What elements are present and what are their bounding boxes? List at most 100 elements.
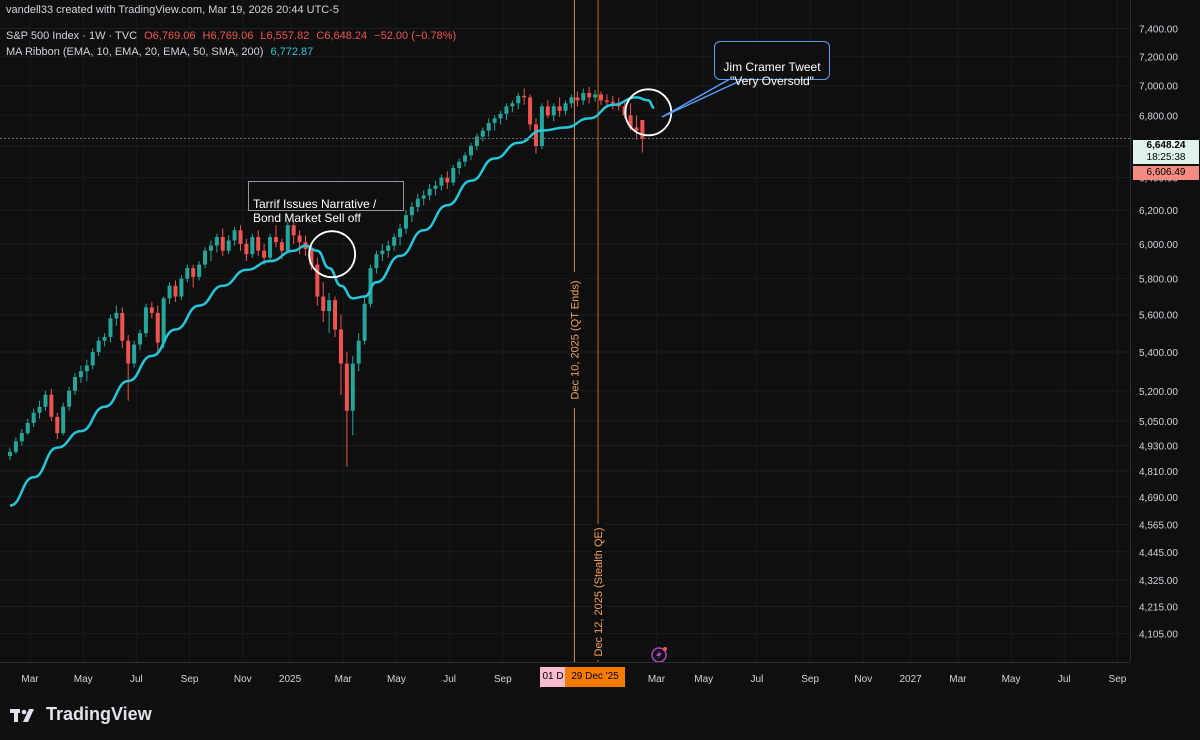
- candle-body: [510, 103, 515, 107]
- y-tick-label: 4,215.00: [1139, 602, 1178, 613]
- candle-body: [126, 340, 131, 364]
- y-tick-label: 4,930.00: [1139, 442, 1178, 453]
- x-tick-label: Nov: [854, 674, 872, 685]
- candle-body: [108, 318, 113, 337]
- y-tick-label: 6,200.00: [1139, 206, 1178, 217]
- y-tick-label: 5,050.00: [1139, 417, 1178, 428]
- candle-body: [203, 250, 208, 265]
- candle-body: [492, 118, 497, 123]
- candle-body: [374, 254, 379, 269]
- candle-body: [333, 300, 338, 330]
- candle-body: [486, 122, 491, 131]
- x-tick-label: 2027: [899, 674, 922, 685]
- x-tick-label: Mar: [648, 674, 666, 685]
- candle-body: [392, 237, 397, 246]
- candle-body: [90, 352, 95, 366]
- chart-pane[interactable]: Dec 10, 2025 (QT Ends) Dec 12, 2025 (Stea…: [0, 0, 1130, 663]
- alert-icon[interactable]: [651, 647, 667, 663]
- event-lines: [568, 0, 605, 662]
- candle-body: [226, 240, 231, 251]
- candle-body: [161, 298, 166, 343]
- cramer-callout[interactable]: Jim Cramer Tweet "Very Oversold": [714, 41, 830, 88]
- candle-body: [31, 412, 36, 423]
- candle-body: [49, 394, 54, 417]
- candles: [8, 87, 645, 467]
- attribution-text: vandell33 created with TradingView.com, …: [6, 4, 340, 16]
- candle-body: [634, 127, 639, 131]
- candle-body: [350, 363, 355, 411]
- y-tick-label: 4,105.00: [1139, 630, 1178, 641]
- tariff-circle: [308, 230, 356, 279]
- x-tick-label: Jul: [751, 674, 764, 685]
- tariff-annotation-text: Tarrif Issues Narrative / Bond Market Se…: [253, 197, 377, 225]
- candle-body: [533, 124, 538, 146]
- candle-body: [185, 268, 190, 279]
- tradingview-logo-icon: [10, 708, 34, 722]
- candle-body: [256, 237, 261, 251]
- indicator-value: 6,772.87: [270, 46, 314, 58]
- tradingview-logo[interactable]: TradingView: [10, 704, 152, 725]
- candle-body: [78, 371, 83, 378]
- x-tick-label: Sep: [494, 674, 512, 685]
- candle-body: [309, 249, 314, 265]
- candle-body: [19, 433, 24, 442]
- footer: TradingView: [0, 692, 1200, 740]
- time-axis[interactable]: Mar May Jul Sep Nov 2025 Mar May Jul Sep Mar May Jul…: [0, 662, 1130, 693]
- candle-body: [214, 237, 219, 246]
- candle-body: [640, 120, 645, 139]
- candle-body: [528, 97, 533, 125]
- candle-body: [610, 101, 615, 104]
- candle-body: [132, 344, 137, 364]
- x-tick-label: Jul: [443, 674, 456, 685]
- candle-body: [61, 406, 66, 434]
- candle-body: [143, 307, 148, 334]
- candle-body: [149, 307, 154, 313]
- candle-body: [96, 340, 101, 353]
- candle-body: [268, 237, 273, 258]
- candle-body: [279, 242, 284, 251]
- candle-body: [557, 106, 562, 111]
- candle-body: [575, 97, 580, 101]
- candle-body: [468, 145, 473, 156]
- candle-body: [13, 441, 18, 452]
- indicator-legend[interactable]: MA Ribbon (EMA, 10, EMA, 20, EMA, 50, SM…: [6, 46, 317, 58]
- symbol-legend[interactable]: S&P 500 Index · 1W · TVC O6,769.06 H6,76…: [6, 30, 460, 42]
- candle-body: [504, 106, 509, 114]
- y-tick-label: 6,800.00: [1139, 111, 1178, 122]
- candle-body: [433, 185, 438, 189]
- y-tick-label: 4,565.00: [1139, 521, 1178, 532]
- price-axis[interactable]: 7,400.007,200.007,000.006,800.006,600.00…: [1130, 0, 1200, 662]
- candle-body: [138, 333, 143, 345]
- candle-body: [291, 225, 296, 236]
- candle-body: [474, 136, 479, 146]
- candle-body: [593, 94, 598, 98]
- candle-body: [262, 250, 267, 258]
- time-marker-dec29: 29 Dec '25: [565, 667, 625, 687]
- candle-body: [599, 94, 603, 101]
- candle-body: [321, 296, 326, 312]
- candle-body: [220, 237, 225, 251]
- symbol-name[interactable]: S&P 500 Index · 1W · TVC: [6, 30, 138, 42]
- y-tick-label: 6,000.00: [1139, 240, 1178, 251]
- candle-body: [102, 336, 107, 341]
- y-tick-label: 4,325.00: [1139, 576, 1178, 587]
- candle-body: [439, 177, 444, 186]
- x-tick-label: May: [387, 674, 406, 685]
- candle-body: [155, 312, 160, 343]
- candle-body: [191, 268, 196, 277]
- candle-body: [327, 300, 332, 312]
- tariff-annotation[interactable]: Tarrif Issues Narrative / Bond Market Se…: [248, 181, 404, 225]
- chart-svg[interactable]: Dec 10, 2025 (QT Ends) Dec 12, 2025 (Stea…: [0, 0, 1130, 663]
- time-axis-svg[interactable]: Mar May Jul Sep Nov 2025 Mar May Jul Sep Mar May Jul…: [0, 663, 1130, 693]
- low-price-value: 6,606.49: [1146, 167, 1186, 178]
- x-tick-label: Sep: [801, 674, 819, 685]
- candle-body: [315, 264, 320, 297]
- candle-body: [421, 195, 426, 199]
- ohlc-change: −52.00 (−0.78%): [374, 30, 457, 42]
- price-axis-svg[interactable]: 7,400.007,200.007,000.006,800.006,600.00…: [1131, 0, 1200, 662]
- cramer-circle: [624, 88, 673, 137]
- candle-body: [73, 377, 78, 391]
- candle-body: [55, 416, 60, 434]
- indicator-name[interactable]: MA Ribbon (EMA, 10, EMA, 20, EMA, 50, SM…: [6, 46, 264, 58]
- candle-body: [551, 106, 556, 116]
